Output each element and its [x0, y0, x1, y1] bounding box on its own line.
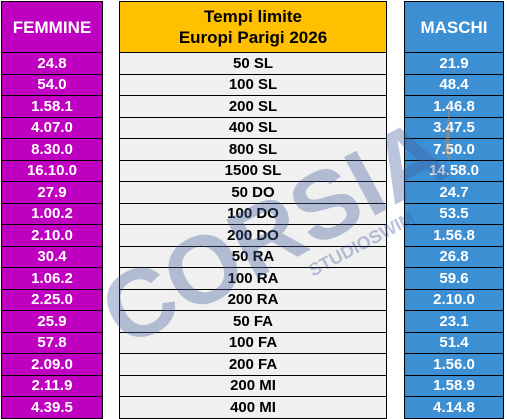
men-time-cell: 7.50.0	[404, 139, 504, 161]
women-header: FEMMINE	[1, 1, 103, 53]
women-time-cell: 30.4	[1, 246, 103, 268]
event-name-cell: 200 FA	[119, 354, 387, 376]
event-name-cell: 50 SL	[119, 53, 387, 75]
event-name-cell: 200 DO	[119, 225, 387, 247]
event-name-cell: 200 SL	[119, 96, 387, 118]
men-time-cell: 4.14.8	[404, 397, 504, 419]
women-time-cell: 16.10.0	[1, 160, 103, 182]
women-times: 24.8 54.0 1.58.1 4.07.0 8.30.0 16.10.0 27.9 1.0…	[1, 53, 103, 419]
women-time-cell: 4.39.5	[1, 397, 103, 419]
men-time-cell: 26.8	[404, 246, 504, 268]
men-time-cell: 1.58.9	[404, 375, 504, 397]
event-name-cell: 400 SL	[119, 117, 387, 139]
events-header-title: Tempi limite	[204, 7, 302, 26]
women-time-cell: 2.10.0	[1, 225, 103, 247]
men-column: MASCHI 21.9 48.4 1.46.8 3.47.5 7.50.0 14.58.0…	[404, 1, 504, 419]
event-name-cell: 100 RA	[119, 268, 387, 290]
men-header: MASCHI	[404, 1, 504, 53]
women-time-cell: 8.30.0	[1, 139, 103, 161]
women-time-cell: 54.0	[1, 74, 103, 96]
women-time-cell: 27.9	[1, 182, 103, 204]
men-time-cell: 48.4	[404, 74, 504, 96]
men-times: 21.9 48.4 1.46.8 3.47.5 7.50.0 14.58.0 24.7 53.…	[404, 53, 504, 419]
events-header-subtitle: Europi Parigi 2026	[178, 28, 328, 47]
event-name-cell: 200 RA	[119, 289, 387, 311]
men-time-cell: 53.5	[404, 203, 504, 225]
men-time-cell: 59.6	[404, 268, 504, 290]
event-name-cell: 200 MI	[119, 375, 387, 397]
women-time-cell: 25.9	[1, 311, 103, 333]
event-name-cell: 100 FA	[119, 332, 387, 354]
events-header: Tempi limite Europi Parigi 2026	[119, 1, 387, 53]
event-names: 50 SL 100 SL 200 SL 400 SL 800 SL 1500 SL 50 D…	[119, 53, 387, 419]
women-time-cell: 24.8	[1, 53, 103, 75]
event-name-cell: 100 DO	[119, 203, 387, 225]
women-time-cell: 1.00.2	[1, 203, 103, 225]
men-time-cell: 24.7	[404, 182, 504, 204]
women-time-cell: 2.11.9	[1, 375, 103, 397]
women-time-cell: 1.58.1	[1, 96, 103, 118]
event-name-cell: 1500 SL	[119, 160, 387, 182]
event-name-cell: 100 SL	[119, 74, 387, 96]
men-time-cell: 21.9	[404, 53, 504, 75]
women-time-cell: 1.06.2	[1, 268, 103, 290]
women-time-cell: 57.8	[1, 332, 103, 354]
event-name-cell: 400 MI	[119, 397, 387, 419]
women-time-cell: 4.07.0	[1, 117, 103, 139]
men-time-cell: 51.4	[404, 332, 504, 354]
women-time-cell: 2.09.0	[1, 354, 103, 376]
men-time-cell: 1.56.8	[404, 225, 504, 247]
women-column: FEMMINE 24.8 54.0 1.58.1 4.07.0 8.30.0 16.10.…	[1, 1, 103, 419]
men-time-cell: 1.56.0	[404, 354, 504, 376]
men-time-cell: 3.47.5	[404, 117, 504, 139]
men-time-cell: 23.1	[404, 311, 504, 333]
event-name-cell: 50 DO	[119, 182, 387, 204]
men-time-cell: 2.10.0	[404, 289, 504, 311]
women-time-cell: 2.25.0	[1, 289, 103, 311]
event-name-cell: 800 SL	[119, 139, 387, 161]
event-name-cell: 50 RA	[119, 246, 387, 268]
events-column: Tempi limite Europi Parigi 2026 50 SL 100…	[119, 1, 387, 419]
event-name-cell: 50 FA	[119, 311, 387, 333]
men-time-cell: 1.46.8	[404, 96, 504, 118]
men-time-cell: 14.58.0	[404, 160, 504, 182]
